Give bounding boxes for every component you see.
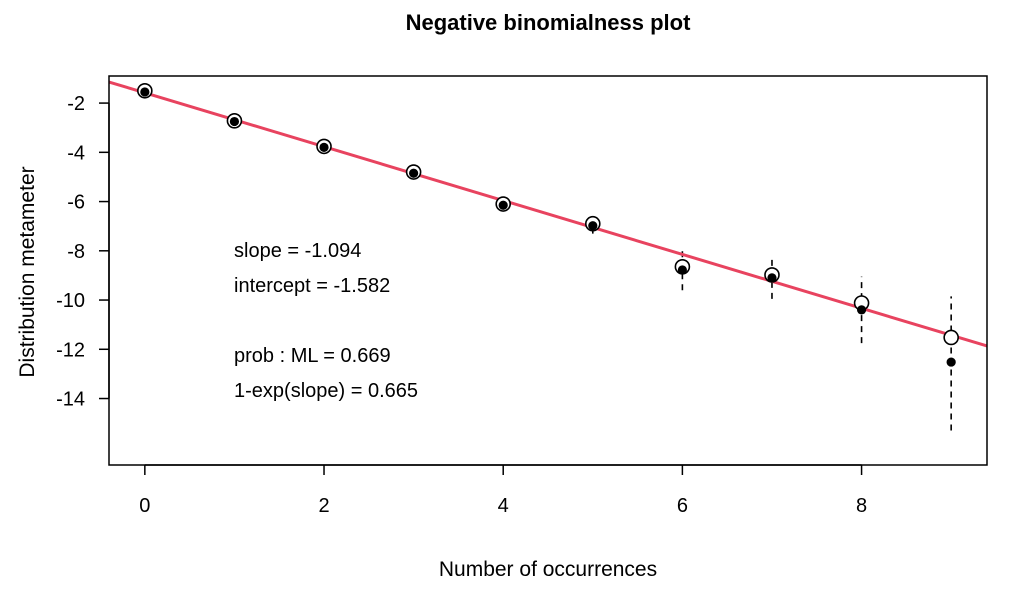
- fit-annotations: slope = -1.094 intercept = -1.582 prob : M…: [234, 240, 418, 402]
- annotation-text: intercept = -1.582: [234, 275, 390, 297]
- x-axis-label: Number of occurrences: [439, 558, 657, 581]
- centered-point: [498, 200, 508, 210]
- plot-area: [109, 80, 987, 431]
- x-tick-label: 0: [139, 495, 150, 517]
- x-tick-label: 6: [677, 495, 688, 517]
- chart-title: Negative binomialness plot: [406, 10, 692, 35]
- centered-point: [319, 142, 329, 152]
- y-tick-label: -12: [56, 339, 85, 361]
- centered-point: [767, 273, 777, 283]
- metameter-point: [943, 329, 959, 346]
- x-tick-label: 4: [498, 495, 509, 517]
- y-tick-label: -4: [67, 142, 85, 164]
- fit-line: [109, 80, 987, 348]
- centered-point: [856, 305, 867, 315]
- centered-point: [946, 357, 956, 367]
- centered-point: [409, 168, 419, 178]
- annotation-text: slope = -1.094: [234, 240, 361, 262]
- annotation-text: prob : ML = 0.669: [234, 345, 391, 367]
- centered-point: [140, 87, 150, 97]
- y-tick-label: -14: [56, 389, 85, 411]
- centered-point: [588, 221, 598, 231]
- y-tick-label: -2: [67, 93, 85, 115]
- y-axis-label: Distribution metameter: [16, 166, 39, 377]
- centered-point: [229, 116, 240, 127]
- x-tick-label: 2: [318, 495, 329, 517]
- plot-frame: [108, 75, 988, 466]
- x-tick-label: 8: [856, 495, 867, 517]
- y-axis: -2 -4 -6 -8 -10 -12 -14: [56, 93, 110, 411]
- x-axis: 0 2 4 6 8: [139, 464, 867, 517]
- y-tick-label: -6: [67, 192, 85, 214]
- annotation-text: 1-exp(slope) = 0.665: [234, 380, 418, 402]
- y-tick-label: -10: [56, 290, 85, 312]
- y-tick-label: -8: [67, 241, 85, 263]
- centered-point: [677, 265, 687, 275]
